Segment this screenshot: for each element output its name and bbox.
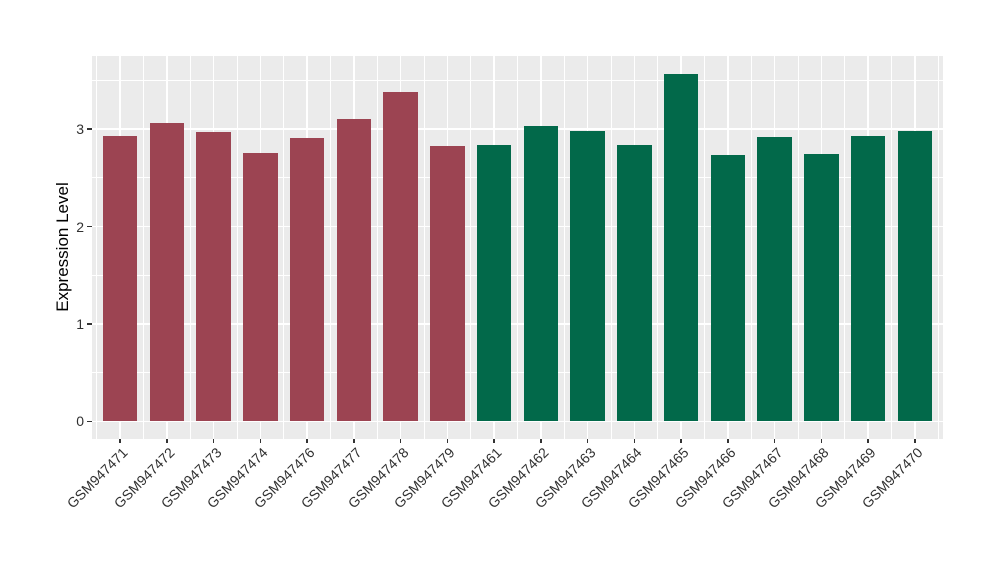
x-tick-mark [306, 439, 308, 443]
x-tick-mark [586, 439, 589, 443]
y-tick-label: 0 [76, 413, 84, 430]
bar-GSM947477 [336, 119, 372, 422]
x-tick-mark [353, 439, 355, 443]
gridline-v-minor [517, 56, 518, 439]
gridline-v-minor [470, 56, 472, 439]
gridline-v-minor [189, 56, 191, 439]
gridline-v-minor [143, 56, 144, 439]
x-tick-mark [540, 439, 542, 443]
gridline-v-minor [423, 56, 425, 439]
x-tick-mark [914, 439, 916, 443]
bar-GSM947470 [897, 131, 933, 422]
bar-GSM947472 [149, 123, 185, 422]
gridline-v-minor [797, 56, 799, 439]
gridline-v-minor [376, 56, 378, 439]
x-tick-mark [166, 439, 168, 443]
bar-GSM947473 [196, 132, 231, 422]
y-tick-mark [86, 323, 92, 325]
gridline-v-minor [96, 56, 98, 439]
gridline-v-minor [563, 56, 565, 439]
x-tick-mark [727, 439, 729, 443]
bar-GSM947463 [570, 131, 605, 422]
x-tick-mark [820, 439, 823, 443]
x-tick-mark [633, 439, 636, 443]
x-tick-mark [259, 439, 262, 443]
x-tick-mark [212, 439, 215, 443]
bar-GSM947479 [430, 145, 465, 422]
bar-GSM947474 [243, 153, 278, 422]
bar-GSM947469 [850, 135, 886, 422]
bar-GSM947462 [523, 126, 559, 422]
gridline-v-minor [236, 56, 238, 439]
gridline-v-minor [657, 56, 659, 439]
x-tick-mark [119, 439, 121, 443]
y-axis-title: Expression Level [53, 182, 72, 312]
gridline-v-minor [330, 56, 331, 439]
bar-GSM947465 [663, 73, 699, 422]
x-tick-mark [399, 439, 402, 443]
gridline-v-minor [750, 56, 752, 439]
bar-GSM947478 [383, 92, 418, 422]
bar-GSM947467 [757, 136, 792, 422]
gridline-v-minor [704, 56, 705, 439]
gridline-v-minor [844, 56, 846, 439]
plot-panel [92, 56, 943, 439]
bar-GSM947461 [476, 144, 512, 422]
y-tick-mark [86, 128, 92, 130]
bar-GSM947468 [804, 154, 839, 422]
bar-GSM947466 [710, 155, 746, 422]
bar-GSM947471 [102, 135, 138, 422]
x-tick-mark [773, 439, 776, 443]
y-tick-label: 3 [76, 121, 84, 138]
x-tick-mark [446, 439, 449, 443]
gridline-v-minor [937, 56, 939, 439]
x-tick-mark [867, 439, 869, 443]
y-tick-mark [86, 420, 92, 423]
y-tick-label: 1 [76, 316, 84, 332]
gridline-v-minor [283, 56, 285, 439]
gridline-v-minor [610, 56, 612, 439]
y-tick-mark [86, 225, 92, 228]
gridline-v-minor [891, 56, 892, 439]
x-tick-mark [680, 439, 682, 443]
x-tick-mark [493, 439, 495, 443]
y-tick-label: 2 [76, 218, 84, 235]
bar-GSM947464 [617, 144, 652, 422]
bar-GSM947476 [289, 137, 325, 422]
